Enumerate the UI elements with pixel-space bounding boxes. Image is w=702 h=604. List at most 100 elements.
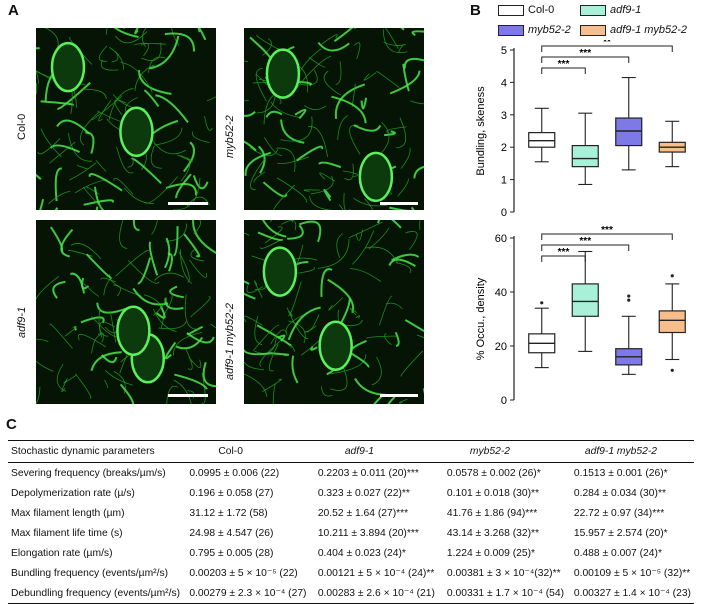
y-tick-label: 40 [495,287,507,299]
stomata [267,50,299,98]
micrograph-label-adf9-1: adf9-1 [16,307,28,338]
actin-filament [49,192,71,204]
table-row: Debundling frequency (events/µm²/s)0.002… [8,583,694,604]
stomata [360,153,392,201]
value-cell: 0.196 ± 0.058 (27) [186,483,314,503]
micrograph-label-myb52-2: myb52-2 [224,115,236,158]
actin-filament [150,121,178,137]
value-cell: 15.957 ± 2.574 (20)* [571,523,694,543]
actin-filament [193,220,216,254]
parameter-name-cell: Depolymerization rate (µ/s) [8,483,186,503]
y-tick-label: 2 [501,142,507,154]
significance-label: *** [558,247,570,258]
legend-item-adf9-1-myb52-2: adf9-1 myb52-2 [580,24,687,36]
scale-bar [380,394,418,397]
actin-filament [262,379,281,391]
actin-filament [174,375,206,390]
value-cell: 0.488 ± 0.007 (24)* [571,543,694,563]
actin-filament [244,100,255,116]
legend-swatch [580,5,606,16]
actin-filament [148,57,165,73]
actin-filament [329,298,343,311]
actin-filament [51,145,80,152]
legend-label: adf9-1 myb52-2 [610,24,687,36]
box-adf9-1 [572,284,598,316]
actin-filament [250,159,264,190]
actin-filament [199,28,206,40]
actin-filament [356,230,362,241]
actin-filament [246,153,271,176]
y-axis-label: Bundling, skeness [475,86,487,176]
actin-filament [192,132,209,143]
actin-filament [110,312,115,343]
actin-filament [174,226,178,256]
actin-filament [304,105,326,109]
value-cell: 0.00381 ± 3 × 10⁻⁴(32)** [444,563,571,583]
legend-label: adf9-1 [610,4,641,16]
actin-filament [53,282,65,298]
actin-filament [420,220,424,230]
actin-filament [372,28,404,30]
actin-filament [396,118,406,148]
actin-filament [334,28,366,41]
actin-filament [354,125,380,131]
actin-filament [177,155,192,161]
actin-filament [255,316,262,345]
actin-filament [57,121,89,134]
value-cell: 0.0578 ± 0.002 (26)* [444,463,571,484]
legend-label: Col-0 [528,4,554,16]
table-header-row: Stochastic dynamic parameters Col-0 adf9… [8,441,694,463]
y-tick-label: 0 [501,395,507,406]
value-cell: 0.00327 ± 1.4 × 10⁻⁴ (23) [571,583,694,604]
actin-filament [287,225,303,238]
actin-filament [281,119,304,142]
actin-filament [244,316,263,325]
actin-filament [343,171,358,177]
legend-swatch [498,5,524,16]
table-row: Severing frequency (breaks/µm/s)0.0995 ±… [8,463,694,484]
value-cell: 41.76 ± 1.86 (94)*** [444,503,571,523]
actin-filament [378,220,401,228]
legend-item-col-0: Col-0 [498,4,554,16]
actin-filament [244,233,249,249]
panel-letter-b: B [470,2,481,19]
actin-filament [151,220,158,234]
actin-filament [362,98,366,108]
actin-filament [57,364,66,391]
actin-filament [155,95,188,122]
actin-filament [244,100,249,101]
actin-filament [71,90,73,113]
stomata [52,43,84,91]
parameter-name-cell: Elongation rate (µm/s) [8,543,186,563]
chart-legend: Col-0 adf9-1 myb52-2 adf9-1 myb52-2 [498,4,698,44]
actin-filament [81,89,106,99]
actin-filament [349,222,382,238]
micrograph-myb52-2 [244,28,424,210]
stomata [320,322,352,370]
actin-filament [81,317,104,322]
significance-label: *** [558,59,570,70]
actin-filament [372,357,381,385]
micrograph-label-adf9-1-myb52-2: adf9-1 myb52-2 [224,303,236,380]
actin-filament [37,199,44,210]
table-row: Max filament life time (s)24.98 ± 4.547 … [8,523,694,543]
value-cell: 0.101 ± 0.018 (30)** [444,483,571,503]
actin-filament [189,357,201,367]
actin-filament [109,47,123,69]
scale-bar [380,202,418,205]
stomata [264,248,296,296]
table-row: Depolymerization rate (µ/s)0.196 ± 0.058… [8,483,694,503]
value-cell: 0.404 ± 0.023 (24)* [315,543,444,563]
table-header: Stochastic dynamic parameters [8,441,186,463]
actin-filament [396,263,411,273]
parameters-table: Stochastic dynamic parameters Col-0 adf9… [8,440,694,604]
actin-filament [186,349,192,369]
legend-label: myb52-2 [528,24,571,36]
actin-filament [134,220,140,230]
actin-filament [68,207,98,210]
actin-filament [405,59,424,69]
value-cell: 0.00203 ± 5 × 10⁻⁵ (22) [186,563,314,583]
parameter-name-cell: Severing frequency (breaks/µm/s) [8,463,186,484]
actin-filament [135,28,143,33]
